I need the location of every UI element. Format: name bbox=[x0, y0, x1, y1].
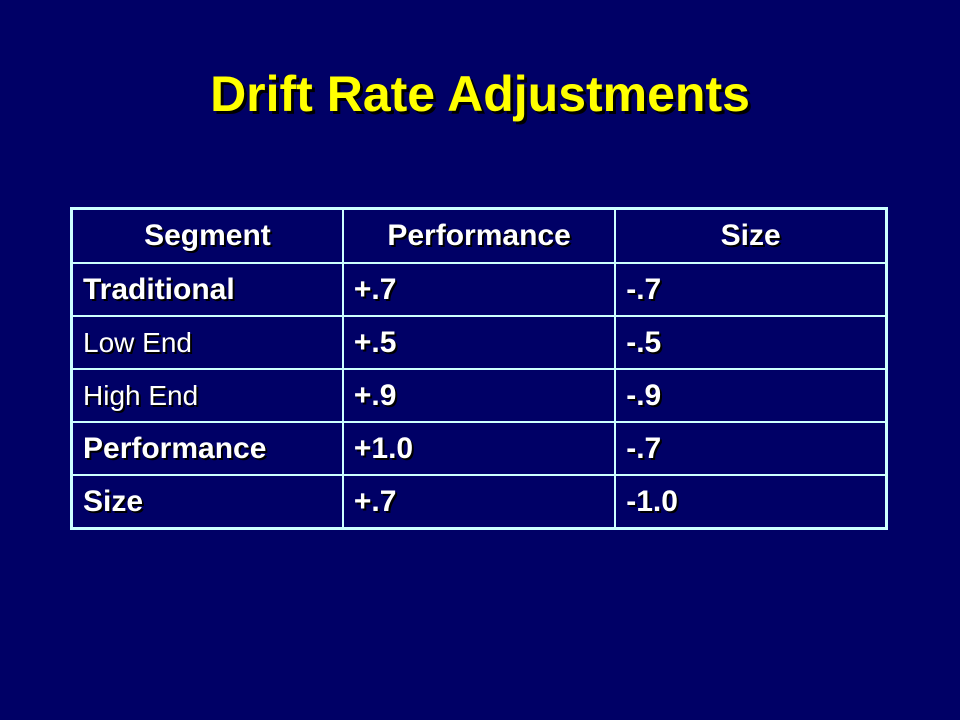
header-segment: Segment bbox=[70, 207, 344, 264]
segment-cell: Low End bbox=[70, 315, 344, 370]
size-cell: -1.0 bbox=[614, 474, 888, 530]
segment-cell: Traditional bbox=[70, 262, 344, 317]
table-row: Performance +1.0 -.7 bbox=[70, 421, 888, 476]
segment-cell: Performance bbox=[70, 421, 344, 476]
drift-rate-table: Segment Performance Size Traditional +.7… bbox=[70, 207, 888, 530]
size-cell: -.7 bbox=[614, 421, 888, 476]
performance-cell: +.7 bbox=[341, 262, 617, 317]
performance-cell: +.5 bbox=[341, 315, 617, 370]
performance-cell: +.9 bbox=[341, 368, 617, 423]
table-row: High End +.9 -.9 bbox=[70, 368, 888, 423]
header-size: Size bbox=[614, 207, 888, 264]
slide-title: Drift Rate Adjustments bbox=[210, 66, 750, 122]
header-performance: Performance bbox=[341, 207, 617, 264]
table-row: Size +.7 -1.0 bbox=[70, 474, 888, 530]
segment-cell: High End bbox=[70, 368, 344, 423]
segment-cell: Size bbox=[70, 474, 344, 530]
size-cell: -.5 bbox=[614, 315, 888, 370]
performance-cell: +.7 bbox=[341, 474, 617, 530]
size-cell: -.9 bbox=[614, 368, 888, 423]
size-cell: -.7 bbox=[614, 262, 888, 317]
table-row: Low End +.5 -.5 bbox=[70, 315, 888, 370]
performance-cell: +1.0 bbox=[341, 421, 617, 476]
table-row: Traditional +.7 -.7 bbox=[70, 262, 888, 317]
table-header-row: Segment Performance Size bbox=[70, 207, 888, 264]
